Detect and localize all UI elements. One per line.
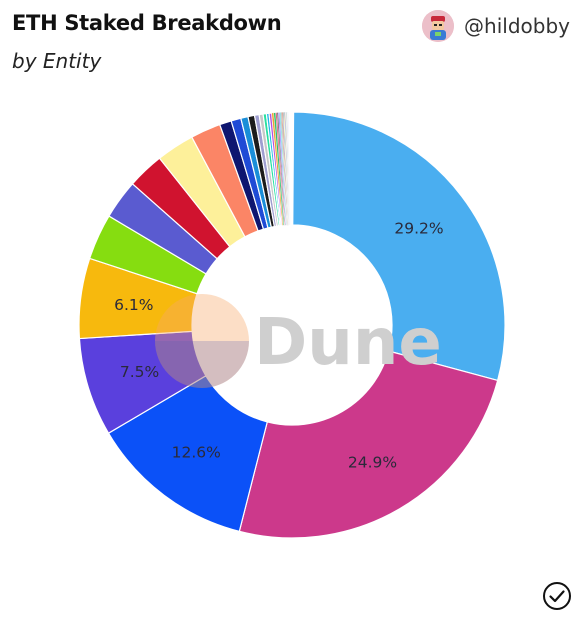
chart-title: ETH Staked Breakdown (12, 11, 282, 35)
chart-labels: 29.2% 24.9% 12.6% 7.5% 6.1% (114, 219, 444, 471)
slice-34[interactable] (287, 111, 291, 226)
user-avatar-icon (422, 10, 455, 42)
chart-slices (78, 111, 506, 539)
author-badge[interactable]: @hildobby (422, 10, 570, 42)
dune-watermark: Dune (254, 306, 442, 380)
slice-label-0: 29.2% (394, 219, 443, 237)
check-circle-icon[interactable] (542, 581, 572, 611)
chart-subtitle: by Entity (12, 49, 102, 73)
slice-0[interactable] (292, 111, 506, 382)
slice-label-2: 12.6% (172, 444, 221, 462)
slice-label-1: 24.9% (348, 454, 397, 472)
slice-1[interactable] (238, 350, 499, 539)
author-handle[interactable]: @hildobby (464, 14, 570, 38)
slice-label-3: 7.5% (120, 363, 159, 381)
slice-label-4: 6.1% (114, 296, 153, 314)
dune-logo-icon (155, 294, 249, 388)
